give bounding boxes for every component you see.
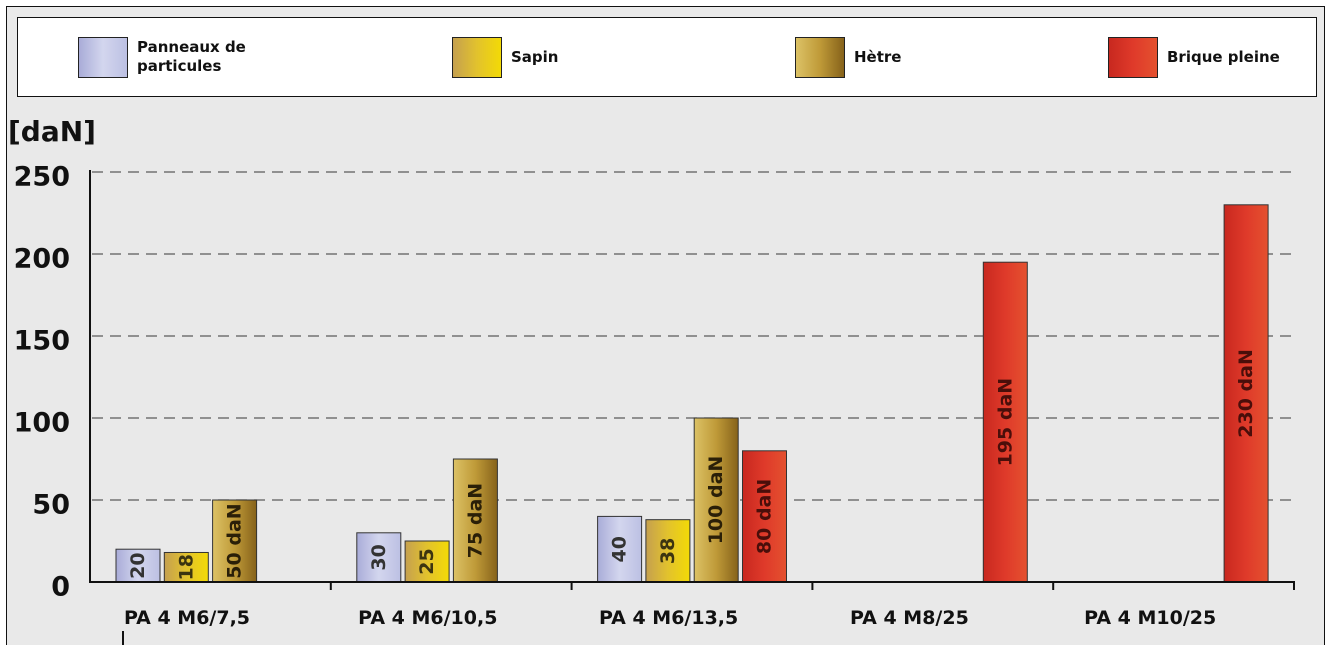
bar-panneaux-de-particules xyxy=(115,548,161,583)
bar-label-sapin: 25 xyxy=(416,548,438,574)
y-axis-title: [daN] xyxy=(8,115,96,148)
bar-label-brique-pleine: 80 daN xyxy=(754,479,776,554)
panel-divider xyxy=(122,631,124,645)
bar-sapin xyxy=(404,540,450,583)
bar-label-panneaux-de-particules: 30 xyxy=(368,544,390,570)
bar-label-sapin: 38 xyxy=(657,538,679,564)
x-category-label: PA 4 M8/25 xyxy=(850,607,969,629)
y-tick-label-250: 250 xyxy=(14,162,70,193)
y-tick-label-200: 200 xyxy=(14,244,70,275)
bar-label-panneaux-de-particules: 40 xyxy=(609,536,631,562)
legend-swatch-panneaux-de-particules xyxy=(78,36,128,78)
bar-panneaux-de-particules xyxy=(356,532,402,583)
y-axis-tick-labels: 0 50 100 150 200 250 xyxy=(14,162,70,603)
legend-label: Sapin xyxy=(511,47,559,66)
bar-hetre xyxy=(693,417,739,583)
legend-label: Panneaux de particules xyxy=(137,38,246,75)
bar-labels: 20 30 40 18 25 38 50 daN 75 daN 100 daN 80 daN 195… xyxy=(127,349,1257,580)
legend: Panneaux de particules Sapin Hètre Briqu… xyxy=(17,17,1317,97)
y-tick-label-100: 100 xyxy=(14,408,70,439)
bar-hetre xyxy=(452,458,498,583)
legend-label: Hètre xyxy=(854,47,902,66)
gridlines xyxy=(92,171,1294,501)
bar-panneaux-de-particules xyxy=(597,515,643,583)
legend-swatch-hetre xyxy=(795,36,845,78)
bar-brique-pleine xyxy=(982,261,1028,583)
bars xyxy=(115,204,1269,583)
legend-item-panneaux-de-particules: Panneaux de particules xyxy=(78,36,255,78)
legend-swatch-brique-pleine xyxy=(1108,36,1158,78)
bar-label-hetre: 75 daN xyxy=(464,483,486,558)
y-tick-label-50: 50 xyxy=(32,490,70,521)
legend-item-hetre: Hètre xyxy=(795,36,902,78)
y-tick-label-150: 150 xyxy=(14,326,70,357)
legend-item-brique-pleine: Brique pleine xyxy=(1108,36,1280,78)
x-category-label: PA 4 M10/25 xyxy=(1084,607,1216,629)
bar-label-panneaux-de-particules: 20 xyxy=(127,552,149,578)
bar-label-hetre: 100 daN xyxy=(705,456,727,545)
y-tick-label-0: 0 xyxy=(51,572,70,603)
bar-brique-pleine xyxy=(742,450,787,583)
bar-label-brique-pleine: 195 daN xyxy=(994,378,1016,467)
legend-swatch-sapin xyxy=(452,36,502,78)
legend-item-sapin: Sapin xyxy=(452,36,559,78)
x-category-label: PA 4 M6/13,5 xyxy=(599,607,738,629)
bar-brique-pleine xyxy=(1223,204,1269,583)
x-axis-ticks xyxy=(329,582,1295,590)
legend-label: Brique pleine xyxy=(1167,47,1280,66)
x-axis-category-labels: PA 4 M6/7,5 PA 4 M6/10,5 PA 4 M6/13,5 PA 4 … xyxy=(124,607,1216,629)
x-category-label: PA 4 M6/10,5 xyxy=(358,607,497,629)
bar-label-sapin: 18 xyxy=(175,554,197,580)
bar-label-hetre: 50 daN xyxy=(224,503,246,578)
bar-label-brique-pleine: 230 daN xyxy=(1235,349,1257,438)
x-category-label: PA 4 M6/7,5 xyxy=(124,607,250,629)
